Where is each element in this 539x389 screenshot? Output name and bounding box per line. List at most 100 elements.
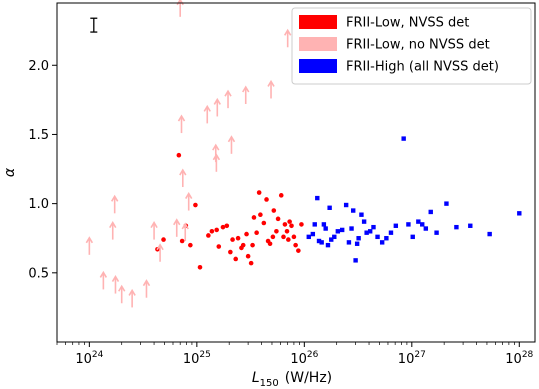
point-frii-low-det [244,231,249,237]
point-frii-low-det [256,190,262,195]
arrow-head [109,221,117,229]
plot-marks [85,0,522,308]
arrow-head [185,191,193,199]
point-frii-low-det [197,264,203,270]
error-bar [90,17,98,33]
arrow-head [242,85,250,93]
point-frii-high [468,223,473,228]
upper-limit-arrow [227,135,236,154]
point-frii-high [410,234,415,240]
point-frii-low-det [228,249,233,255]
x-tick-label: 1027 [398,350,426,367]
point-frii-high [354,241,360,246]
upper-limit-arrow [173,218,181,237]
point-frii-high [329,237,334,242]
y-tick-label: 1.0 [28,197,49,212]
point-frii-high [316,238,322,244]
point-frii-high [319,240,324,245]
legend-label: FRII-Low, no NVSS det [346,38,490,53]
upper-limit-arrow [267,79,275,99]
point-frii-low-det [258,212,263,218]
point-frii-low-det [245,253,251,259]
point-frii-low-det [293,242,298,248]
upper-limit-arrow [283,28,292,48]
point-frii-high [487,231,492,237]
legend-swatch [299,37,337,51]
point-frii-high [393,223,399,228]
point-frii-low-det [209,229,215,234]
point-frii-low-det [296,248,301,253]
upper-limit-arrow [111,275,120,294]
y-tick-label: 0.5 [28,266,49,281]
point-frii-high [364,230,369,235]
point-frii-low-det [264,197,269,202]
arrow-head [177,114,186,122]
legend-swatch [299,59,337,73]
arrow-head [173,218,181,226]
point-frii-low-det [275,216,281,222]
x-tick-label: 1025 [183,350,211,367]
upper-limit-arrow [203,104,211,124]
point-frii-low-det [299,222,304,227]
point-frii-low-det [250,242,255,248]
arrow-head [142,279,151,287]
arrow-head [267,79,275,87]
point-frii-low-det [261,220,267,226]
point-frii-low-det [179,238,185,244]
legend-swatch [299,15,337,29]
upper-limit-arrow [110,194,119,214]
y-tick-label: 2.0 [28,59,49,74]
arrow-head [283,28,292,36]
point-frii-low-det [289,223,294,229]
point-frii-low-det [176,152,182,158]
upper-limit-arrow [150,221,158,240]
upper-limit-arrow [212,153,221,172]
point-frii-high [356,236,361,241]
point-frii-low-det [216,244,222,249]
upper-limit-arrow [179,168,187,188]
arrow-head [128,288,136,296]
upper-limit-arrow [85,236,94,255]
legend: FRII-Low, NVSS det FRII-Low, no NVSS det F… [291,7,532,85]
point-frii-low-det [233,256,239,262]
point-frii-high [428,209,433,215]
point-frii-high [343,202,349,208]
upper-limit-arrow [99,270,108,290]
point-frii-high [339,227,345,233]
arrow-head [156,243,164,251]
arrow-head [212,153,221,161]
upper-limit-arrow [185,191,193,211]
point-frii-low-det [214,227,219,233]
upper-limit-arrow [118,284,126,304]
point-frii-high [325,242,331,248]
point-frii-high [423,226,429,231]
point-frii-high [401,136,406,141]
point-frii-high [315,195,320,201]
arrow-head [212,143,220,151]
point-frii-low-det [240,242,246,248]
arrow-head [85,236,94,244]
point-frii-low-det [193,202,198,208]
upper-limit-arrow [242,85,250,105]
point-frii-low-det [274,229,279,234]
point-frii-high [416,219,421,224]
upper-limit-arrow [213,97,221,117]
point-frii-high [335,229,341,234]
point-frii-low-det [206,233,211,238]
point-frii-high [367,229,373,234]
point-frii-low-det [220,224,226,230]
point-frii-low-det [235,235,241,241]
upper-limit-arrow [181,222,189,241]
point-frii-low-det [281,234,286,240]
point-frii-low-det [224,223,230,229]
point-frii-high [388,230,394,235]
point-frii-high [379,240,385,245]
point-frii-low-det [282,222,288,227]
point-frii-low-det [284,229,290,234]
point-frii-high [375,234,380,240]
arrow-head [150,221,158,229]
arrow-head [99,270,108,278]
point-frii-low-det [161,237,166,242]
upper-limit-arrow [128,288,136,308]
